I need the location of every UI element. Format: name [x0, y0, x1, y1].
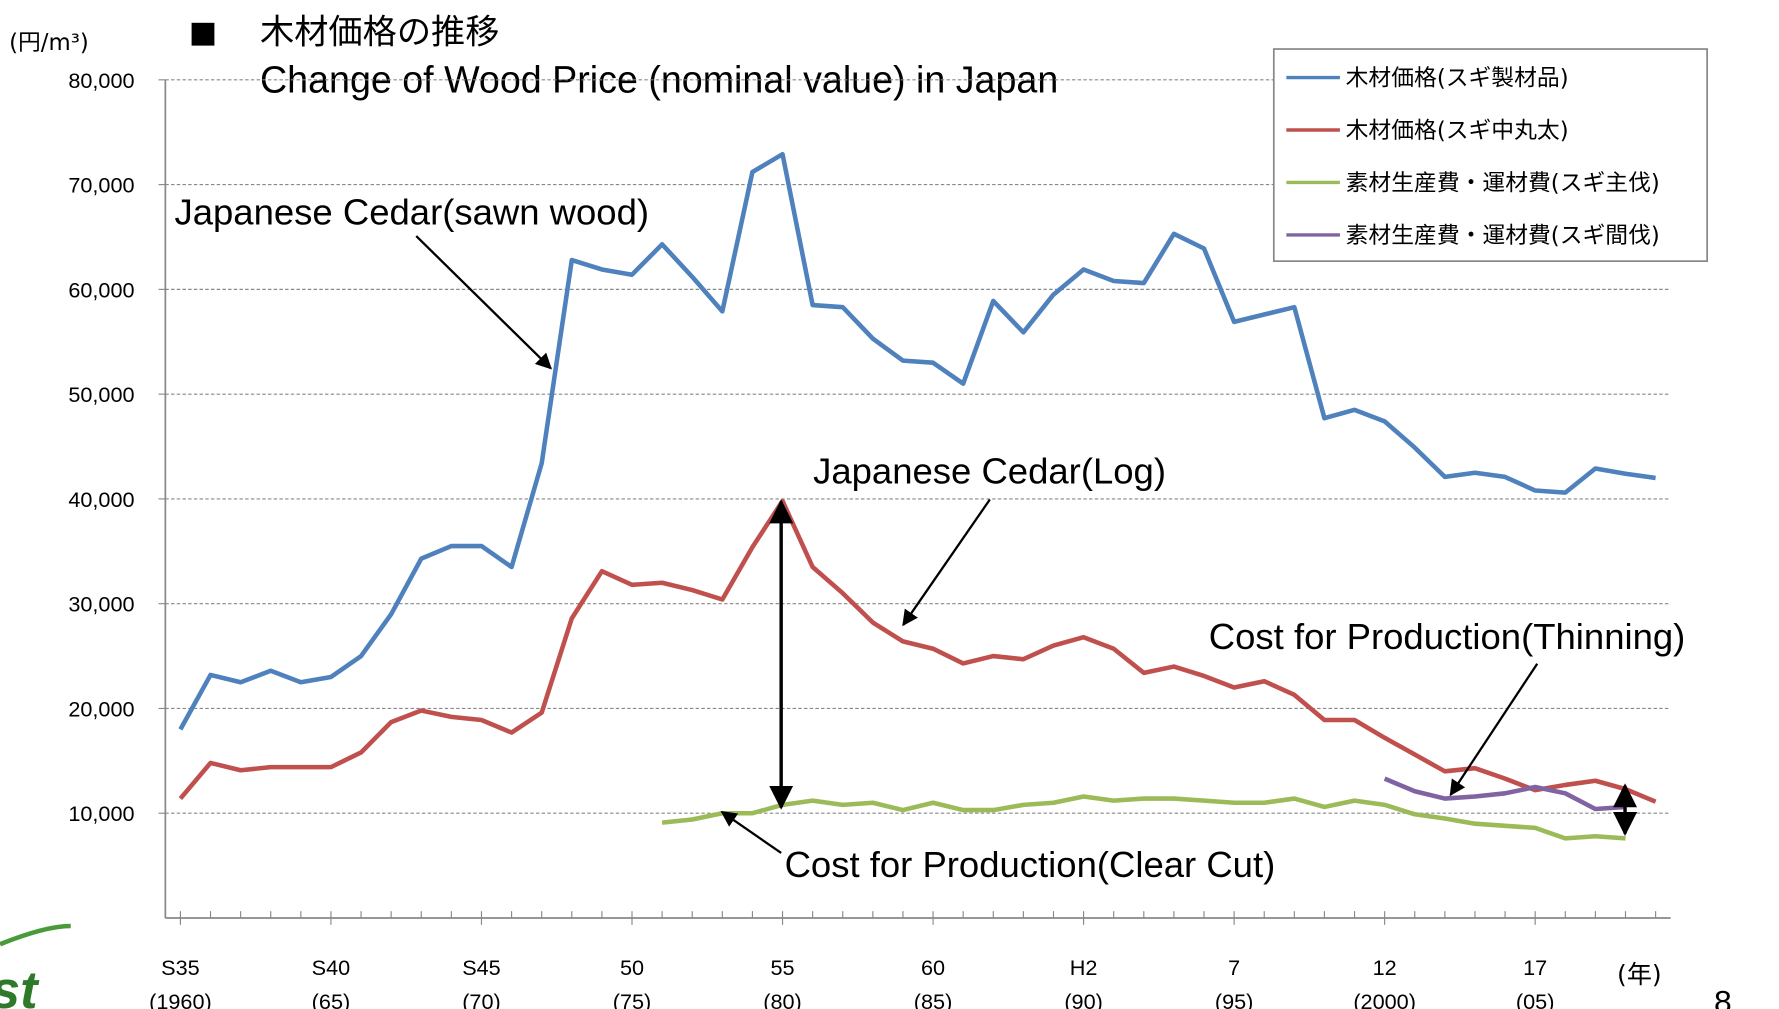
x-tick-label: (80) [763, 989, 802, 1009]
y-tick-label: 10,000 [68, 801, 134, 826]
x-tick-label: H2 [1070, 955, 1098, 980]
annotation-arrow [902, 498, 991, 627]
series-line [178, 498, 1657, 804]
x-tick-label: S35 [161, 955, 200, 980]
y-tick-label: 70,000 [68, 173, 134, 198]
page-number: 8 [1714, 984, 1732, 1009]
x-tick-label: (70) [462, 989, 501, 1009]
legend-box [1272, 48, 1709, 263]
x-tick-label: 50 [620, 955, 644, 980]
x-tick-label: (85) [914, 989, 953, 1009]
x-tick-label: (90) [1064, 989, 1103, 1009]
annotations: Japanese Cedar(sawn wood) Japanese Cedar… [174, 192, 1685, 885]
x-tick-label: (2000) [1353, 989, 1416, 1009]
x-tick-label: 12 [1373, 955, 1397, 980]
annotation: Cost for Production(Clear Cut) [785, 844, 1276, 885]
x-tick-label: 55 [770, 955, 794, 980]
legend-label: 素材生産費・運材費(スギ間伐) [1346, 223, 1660, 249]
annotation: Japanese Cedar(sawn wood) [174, 192, 649, 233]
series-line [178, 151, 1656, 731]
x-tick-label: (65) [312, 989, 351, 1009]
x-axis-label: (年) [1617, 960, 1662, 989]
y-tick-label: 40,000 [68, 487, 134, 512]
x-tick-label: 7 [1228, 955, 1240, 980]
annotation-arrow [415, 235, 552, 370]
x-tick-label: 17 [1523, 955, 1547, 980]
x-tick-label: (95) [1215, 989, 1254, 1009]
annotation: Japanese Cedar(Log) [813, 451, 1166, 492]
x-tick-label: (05) [1516, 989, 1555, 1009]
series-line [661, 794, 1626, 841]
y-tick-label: 80,000 [68, 68, 134, 93]
logo: st [0, 962, 40, 1009]
y-axis-label: (円/m³) [9, 30, 89, 56]
legend-label: 素材生産費・運材費(スギ主伐) [1346, 170, 1660, 196]
y-tick-label: 30,000 [68, 592, 134, 617]
annotation-arrow [720, 811, 782, 854]
x-tick-label: (75) [613, 989, 652, 1009]
annotation: Cost for Production(Thinning) [1209, 616, 1686, 657]
logo-swoosh [0, 923, 71, 947]
y-tick-label: 20,000 [68, 696, 134, 721]
y-tick-label: 50,000 [68, 382, 134, 407]
series-line [1383, 776, 1626, 812]
title-bullet [191, 22, 215, 46]
annotation-arrow [1449, 663, 1539, 797]
chart-title: 木材価格の推移 [260, 12, 499, 52]
x-tick-label: 60 [921, 955, 945, 980]
legend-label: 木材価格(スギ製材品) [1346, 66, 1569, 92]
legend: 木材価格(スギ製材品) 木材価格(スギ中丸太) 素材生産費・運材費(スギ主伐) 素材生… [1272, 48, 1709, 263]
x-tick-label: S45 [462, 955, 501, 980]
y-tick-label: 60,000 [68, 277, 134, 302]
x-tick-label: S40 [312, 955, 351, 980]
legend-label: 木材価格(スギ中丸太) [1346, 118, 1569, 144]
x-tick-label: (1960) [149, 989, 212, 1009]
